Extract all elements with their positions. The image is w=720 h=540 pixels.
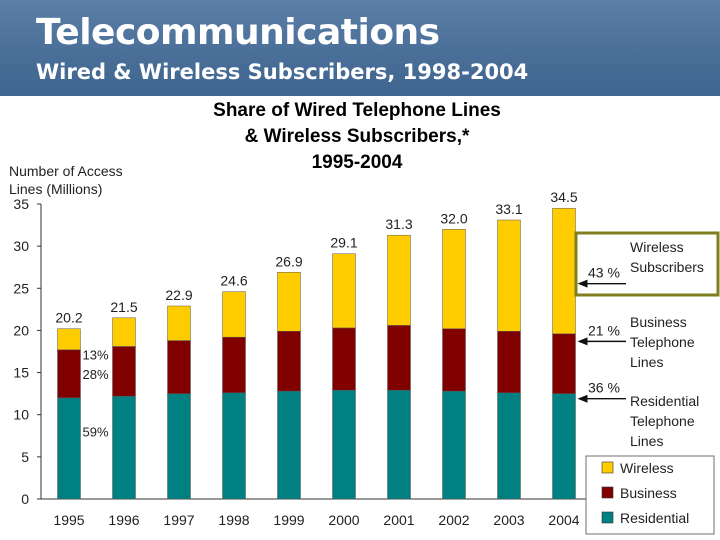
- annotation-label-wireless: Subscribers: [630, 259, 704, 275]
- bar-wireless: [112, 317, 136, 347]
- bar-business: [112, 346, 136, 397]
- annotation-label-residential: Lines: [630, 433, 663, 449]
- x-tick-label: 2002: [438, 512, 469, 528]
- x-tick-label: 2004: [548, 512, 579, 528]
- x-tick-label: 2003: [493, 512, 524, 528]
- y-tick-label: 0: [21, 491, 29, 507]
- bar-total-label: 26.9: [275, 253, 302, 269]
- bar-residential: [387, 390, 411, 500]
- annotation-label-residential: Residential: [630, 393, 699, 409]
- annotation-label-business: Business: [630, 314, 687, 330]
- bar-total-label: 34.5: [550, 189, 577, 205]
- annotation-label-business: Telephone: [630, 334, 695, 350]
- x-tick-label: 1997: [163, 512, 194, 528]
- bar-wireless: [277, 272, 301, 332]
- bar-business: [442, 328, 466, 392]
- arrow-head-business: [577, 337, 588, 346]
- bar-residential: [442, 390, 466, 500]
- annotation-label-wireless: Wireless: [630, 239, 684, 255]
- title-banner: Telecommunications Wired & Wireless Subs…: [0, 0, 720, 96]
- bar-total-label: 24.6: [220, 273, 247, 289]
- bar-total-label: 31.3: [385, 216, 412, 232]
- chart-title-line: 1995-2004: [312, 152, 403, 173]
- bar-wireless: [57, 328, 81, 351]
- x-tick-label: 1995: [53, 512, 84, 528]
- bar-business: [552, 333, 576, 394]
- bar-business: [332, 327, 356, 391]
- y-axis-label-line: Lines (Millions): [9, 181, 102, 197]
- bar-residential: [552, 393, 576, 500]
- share-label-business: 28%: [83, 367, 109, 382]
- y-tick-label: 10: [13, 407, 29, 423]
- bar-business: [497, 331, 521, 394]
- y-tick-label: 15: [13, 365, 29, 381]
- arrow-head-wireless: [577, 279, 588, 288]
- bar-residential: [497, 392, 521, 500]
- legend-swatch-wireless: [601, 461, 614, 474]
- y-tick-label: 30: [13, 238, 29, 254]
- y-axis-label-line: Number of Access: [9, 163, 123, 179]
- bar-wireless: [332, 253, 356, 329]
- bar-residential: [222, 392, 246, 500]
- bar-total-label: 22.9: [165, 287, 192, 303]
- page-subtitle: Wired & Wireless Subscribers, 1998-2004: [36, 60, 529, 84]
- legend-swatch-business: [601, 486, 614, 499]
- y-tick-label: 25: [13, 280, 29, 296]
- bar-total-label: 29.1: [330, 235, 357, 251]
- bar-wireless: [497, 219, 521, 332]
- annotation-label-residential: Telephone: [630, 413, 695, 429]
- bar-business: [387, 325, 411, 391]
- x-tick-label: 1999: [273, 512, 304, 528]
- bar-total-label: 32.0: [440, 210, 467, 226]
- bar-business: [277, 331, 301, 392]
- bar-residential: [277, 390, 301, 500]
- pct-label-business: 21 %: [588, 322, 620, 338]
- legend-label-wireless: Wireless: [620, 460, 674, 476]
- chart-title-line: & Wireless Subscribers,*: [245, 126, 470, 147]
- bar-wireless: [222, 291, 246, 338]
- wireless-callout-box: [574, 231, 720, 297]
- pct-label-residential: 36 %: [588, 380, 620, 396]
- arrow-head-residential: [577, 394, 588, 403]
- legend-label-residential: Residential: [620, 510, 689, 526]
- legend-label-business: Business: [620, 485, 677, 501]
- chart-title-line: Share of Wired Telephone Lines: [213, 100, 501, 121]
- share-label-residential: 59%: [83, 425, 109, 440]
- y-tick-label: 35: [13, 196, 29, 212]
- x-tick-label: 1998: [218, 512, 249, 528]
- page-title: Telecommunications: [36, 12, 440, 53]
- bar-business: [222, 336, 246, 394]
- bar-wireless: [387, 234, 411, 326]
- x-tick-label: 2001: [383, 512, 414, 528]
- bar-total-label: 33.1: [495, 201, 522, 217]
- bar-business: [57, 349, 81, 399]
- share-label-wireless: 13%: [83, 347, 109, 362]
- x-tick-label: 2000: [328, 512, 359, 528]
- y-tick-label: 5: [21, 449, 29, 465]
- bar-wireless: [442, 229, 466, 329]
- legend-swatch-residential: [601, 511, 614, 524]
- pct-label-wireless: 43 %: [588, 265, 620, 281]
- x-tick-label: 1996: [108, 512, 139, 528]
- bar-wireless: [167, 305, 191, 341]
- y-tick-label: 20: [13, 322, 29, 338]
- bar-residential: [57, 397, 81, 500]
- bar-wireless: [552, 207, 576, 335]
- bar-total-label: 21.5: [110, 299, 137, 315]
- bar-residential: [332, 390, 356, 500]
- bar-total-label: 20.2: [55, 310, 82, 326]
- annotation-label-business: Lines: [630, 354, 663, 370]
- bar-residential: [112, 395, 136, 500]
- bar-business: [167, 340, 191, 394]
- bar-residential: [167, 393, 191, 500]
